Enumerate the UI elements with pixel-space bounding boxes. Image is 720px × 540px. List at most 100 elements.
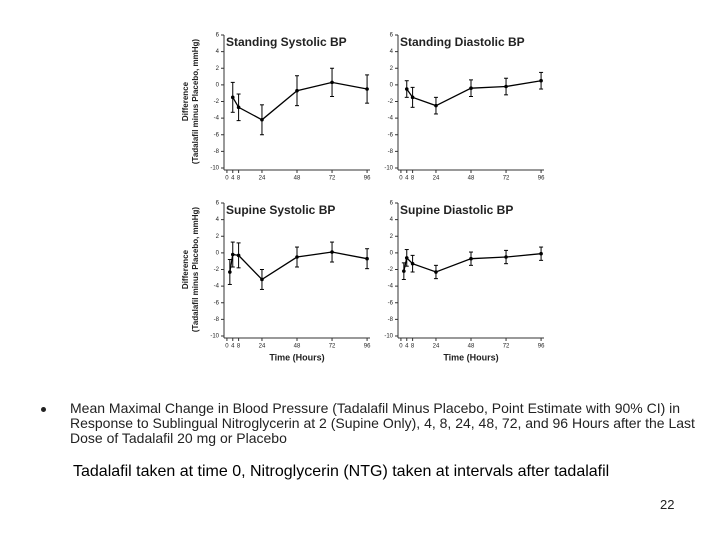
y-tick-label: 4 — [216, 217, 220, 223]
data-point — [410, 95, 415, 100]
x-tick-label: 0 — [225, 176, 229, 182]
x-tick-label: 72 — [503, 344, 510, 350]
x-tick-label: 8 — [411, 176, 415, 182]
y-tick-label: -4 — [388, 116, 394, 122]
y-tick-label: -8 — [388, 317, 394, 323]
y-tick-label: -8 — [388, 149, 394, 155]
data-point — [434, 103, 438, 108]
y-tick-label: -10 — [384, 334, 393, 340]
x-tick-label: 96 — [364, 344, 371, 350]
x-tick-label: 96 — [538, 344, 545, 350]
y-tick-label: -8 — [214, 317, 220, 323]
data-point — [539, 251, 543, 256]
y-tick-label: 0 — [390, 82, 394, 88]
x-tick-label: 24 — [433, 344, 440, 350]
y-tick-label: 2 — [216, 66, 220, 72]
y-tick-label: -6 — [388, 300, 394, 306]
data-point — [295, 255, 299, 259]
y-tick-label: -4 — [214, 284, 220, 290]
y-axis-label: (Tadalafil minus Placebo, mmHg) — [191, 39, 200, 165]
y-tick-label: -6 — [214, 300, 220, 306]
y-tick-label: -8 — [214, 149, 220, 155]
y-axis-label: Difference — [181, 81, 190, 121]
y-tick-label: 4 — [390, 217, 394, 223]
y-tick-label: -10 — [210, 334, 219, 340]
y-tick-label: -10 — [384, 166, 393, 172]
chart-title: Standing Systolic BP — [226, 35, 347, 49]
page-number: 22 — [660, 497, 675, 512]
y-tick-label: 6 — [216, 33, 220, 39]
data-point — [504, 84, 508, 89]
x-tick-label: 8 — [237, 344, 241, 350]
x-tick-label: 0 — [399, 344, 403, 350]
x-tick-label: 96 — [364, 176, 371, 182]
y-axis-label: (Tadalafil minus Placebo, mmHg) — [191, 207, 200, 333]
y-tick-label: -4 — [388, 284, 394, 290]
x-tick-label: 72 — [329, 176, 336, 182]
note: Tadalafil taken at time 0, Nitroglycerin… — [73, 463, 610, 480]
y-tick-label: 2 — [216, 234, 220, 240]
y-tick-label: -6 — [214, 132, 220, 138]
data-point — [410, 261, 415, 266]
chart-title: Standing Diastolic BP — [400, 35, 525, 49]
x-tick-label: 72 — [329, 344, 336, 350]
chart-title: Supine Diastolic BP — [400, 203, 513, 217]
data-point — [404, 87, 409, 91]
y-tick-label: 4 — [216, 49, 220, 55]
data-point — [260, 117, 264, 122]
x-tick-label: 0 — [225, 344, 229, 350]
data-point — [228, 270, 232, 274]
bullet — [41, 407, 46, 412]
x-tick-label: 48 — [468, 344, 475, 350]
data-point — [434, 270, 438, 274]
y-tick-label: 0 — [390, 250, 394, 256]
x-tick-label: 72 — [503, 176, 510, 182]
x-tick-label: 8 — [411, 344, 415, 350]
data-point — [402, 269, 406, 273]
y-tick-label: 6 — [390, 33, 394, 39]
x-tick-label: 48 — [468, 176, 475, 182]
data-line — [403, 253, 542, 273]
y-tick-label: -2 — [388, 99, 394, 105]
x-tick-label: 48 — [294, 176, 301, 182]
x-tick-label: 48 — [294, 344, 301, 350]
caption: Mean Maximal Change in Blood Pressure (T… — [70, 400, 695, 446]
chart-title: Supine Systolic BP — [226, 203, 335, 217]
data-point — [504, 255, 508, 259]
data-point — [469, 86, 473, 90]
y-tick-label: -10 — [210, 166, 219, 172]
data-point — [539, 78, 543, 83]
data-point — [330, 80, 334, 85]
x-tick-label: 4 — [405, 344, 409, 350]
x-tick-label: 24 — [259, 176, 266, 182]
x-axis-label: Time (Hours) — [269, 352, 324, 362]
data-point — [469, 256, 473, 261]
x-tick-label: 4 — [231, 344, 235, 350]
y-tick-label: -4 — [214, 116, 220, 122]
y-tick-label: 6 — [216, 201, 220, 207]
x-tick-label: 4 — [405, 176, 409, 182]
x-tick-label: 96 — [538, 176, 545, 182]
y-tick-label: 4 — [390, 49, 394, 55]
data-point — [404, 256, 409, 260]
y-tick-label: -6 — [388, 132, 394, 138]
data-point — [236, 253, 241, 258]
data-line — [406, 80, 542, 107]
x-tick-label: 24 — [259, 344, 266, 350]
x-tick-label: 4 — [231, 176, 235, 182]
x-tick-label: 24 — [433, 176, 440, 182]
y-tick-label: -2 — [388, 267, 394, 273]
data-point — [365, 256, 369, 261]
data-point — [295, 88, 299, 93]
data-point — [230, 252, 235, 257]
y-tick-label: 0 — [216, 250, 220, 256]
x-tick-label: 8 — [237, 176, 241, 182]
data-point — [230, 95, 235, 100]
y-tick-label: -2 — [214, 267, 220, 273]
data-point — [236, 105, 241, 110]
x-tick-label: 0 — [399, 176, 403, 182]
y-tick-label: 2 — [390, 234, 394, 240]
y-axis-label: Difference — [181, 249, 190, 289]
